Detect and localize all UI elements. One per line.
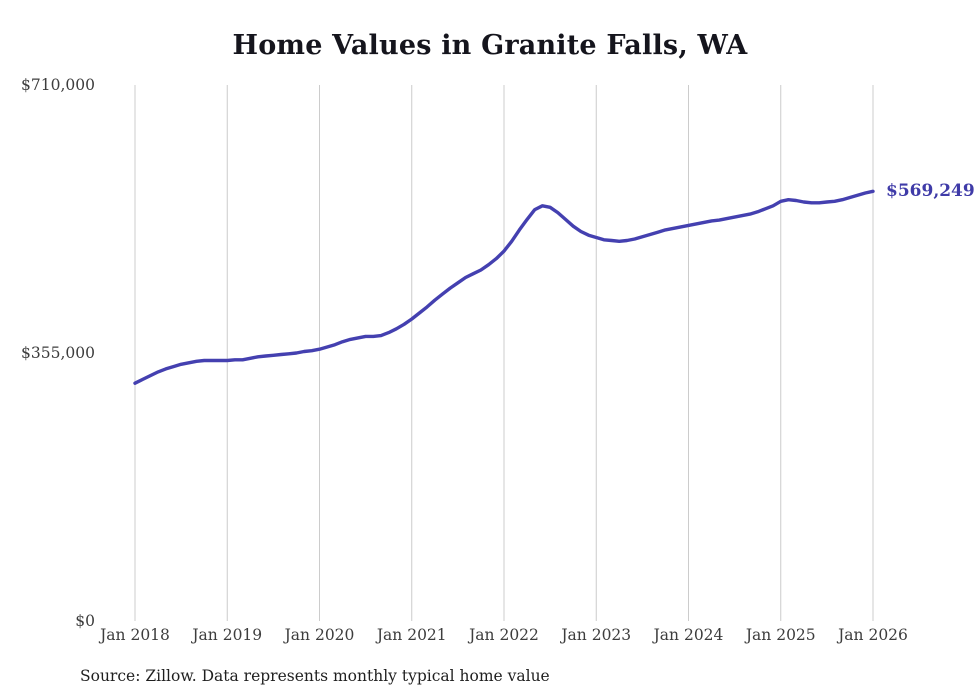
x-axis-label: Jan 2024 [652, 626, 724, 644]
chart-title: Home Values in Granite Falls, WA [232, 30, 748, 61]
source-note: Source: Zillow. Data represents monthly … [80, 667, 550, 685]
home-value-line [133, 189, 875, 385]
end-value-label: $569,249 [886, 181, 975, 202]
x-axis-label: Jan 2019 [190, 626, 262, 644]
x-axis-label: Jan 2020 [283, 626, 355, 644]
x-axis-label: Jan 2023 [559, 626, 631, 644]
x-axis-label: Jan 2021 [375, 626, 447, 644]
x-axis-label: Jan 2025 [744, 626, 816, 644]
x-axis-label: Jan 2026 [836, 626, 908, 644]
y-axis-label: $710,000 [21, 76, 95, 94]
y-axis-label: $0 [75, 612, 95, 630]
x-axis-label: Jan 2018 [98, 626, 170, 644]
x-axis-label: Jan 2022 [467, 626, 539, 644]
y-axis-label: $355,000 [21, 344, 95, 362]
